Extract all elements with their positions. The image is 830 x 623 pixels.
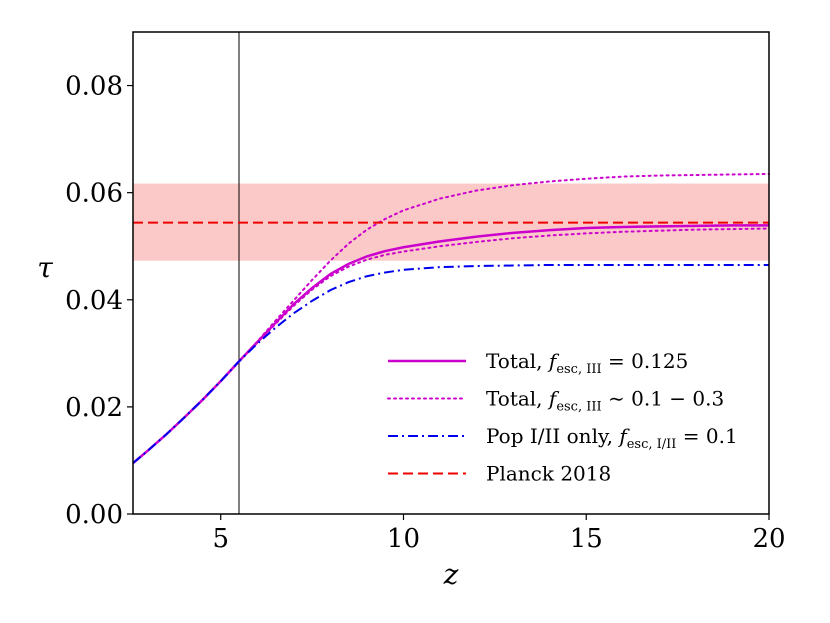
x-axis-label: z [443, 558, 459, 591]
legend-label-0: Total, fesc, III = 0.125 [486, 349, 688, 377]
y-tick-label: 0.06 [65, 179, 123, 209]
y-tick-label: 0.08 [65, 72, 123, 102]
series-line-2 [238, 227, 770, 363]
y-axis-label: τ [37, 251, 53, 284]
y-tick-label: 0.00 [65, 500, 123, 530]
y-tick-label: 0.02 [65, 393, 123, 423]
series-line-1 [238, 172, 770, 363]
x-tick-label: 10 [387, 524, 420, 554]
y-tick-label: 0.04 [65, 286, 123, 316]
legend-label-3: Planck 2018 [486, 462, 611, 486]
legend-label-2: Pop I/II only, fesc, I/II = 0.1 [486, 424, 738, 452]
legend-label-1: Total, fesc, III ∼ 0.1 − 0.3 [486, 387, 724, 415]
series-layer [132, 172, 770, 465]
series-line-0 [132, 224, 769, 465]
x-tick-label: 5 [212, 524, 229, 554]
legend: Total, fesc, III = 0.125 Total, fesc, III… [387, 349, 738, 486]
tick-layer: 5 10 15 20 0.00 0.02 0.04 0.06 0.08 [65, 72, 785, 554]
plot-frame [132, 31, 770, 515]
x-tick-label: 15 [570, 524, 603, 554]
x-tick-label: 20 [752, 524, 785, 554]
